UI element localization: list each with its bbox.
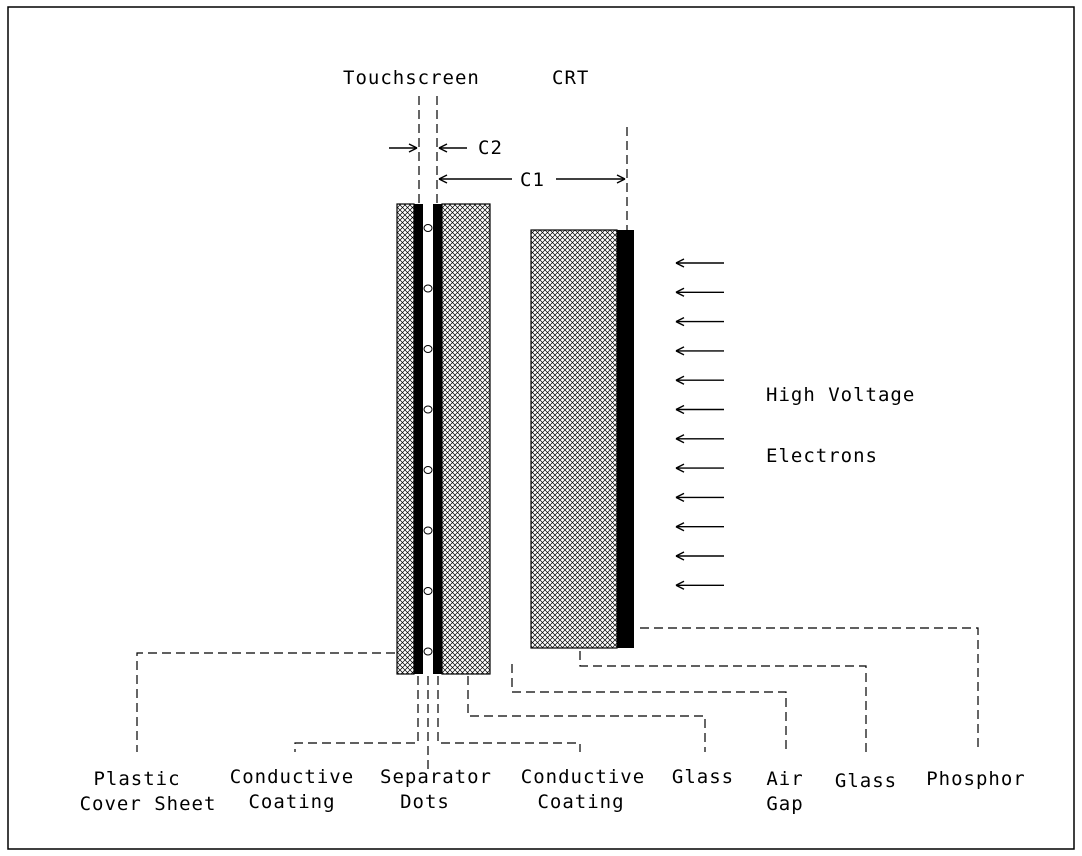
plastic-cover-sheet <box>396 203 415 675</box>
plastic-cover-sheet-label-line1: Plastic <box>93 768 180 790</box>
conductive-coating-2-label-line2: Coating <box>537 791 624 813</box>
crt-label: CRT <box>552 67 589 89</box>
electron-arrow <box>675 346 724 356</box>
electron-arrow <box>675 551 724 561</box>
separator-dots-label-line2: Dots <box>400 791 450 813</box>
conductive-coating-2-leader <box>437 676 581 752</box>
touchscreen-glass <box>441 203 491 675</box>
air-space-between-coatings <box>423 204 433 674</box>
conductive-coating-1-label-line2: Coating <box>248 791 335 813</box>
plastic-cover-sheet-label-line2: Cover Sheet <box>80 793 217 815</box>
glass-1-label: Glass <box>672 766 734 788</box>
separator-dot <box>423 224 433 232</box>
electron-arrows-group <box>675 258 724 590</box>
conductive-coating-1-label-line1: Conductive <box>230 766 354 788</box>
glass-2-leader <box>579 651 867 752</box>
plastic-cover-leader <box>136 652 395 752</box>
conductive-coating-1-leader <box>294 676 419 752</box>
electron-arrow <box>675 522 724 532</box>
c1-label: C1 <box>520 169 545 191</box>
phosphor-layer <box>617 230 634 648</box>
conductive-coating-outer <box>414 204 423 674</box>
air-gap-leader <box>511 664 787 752</box>
electron-arrow <box>675 375 724 385</box>
electron-arrow <box>675 580 724 590</box>
c1-right-arrowhead <box>616 174 626 184</box>
crt-glass <box>530 229 618 649</box>
c2-right-arrowhead <box>438 143 448 153</box>
separator-dot <box>423 405 433 414</box>
c1-left-arrowhead <box>438 174 448 184</box>
separator-dot <box>423 345 433 353</box>
glass-2-label: Glass <box>835 770 897 792</box>
separator-dot <box>423 587 433 595</box>
separator-dot <box>423 526 433 535</box>
c2-label: C2 <box>478 137 503 159</box>
electron-arrow <box>675 287 724 297</box>
conductive-coating-inner <box>433 204 442 674</box>
touchscreen-label: Touchscreen <box>343 67 480 89</box>
diagram-border <box>7 6 1075 850</box>
air-gap-label-line2: Gap <box>766 793 803 815</box>
air-gap-label-line1: Air <box>766 768 803 790</box>
electrons-label: Electrons <box>766 445 878 467</box>
separator-dots-label-line1: Separator <box>380 766 492 788</box>
electron-arrow <box>675 434 724 444</box>
electron-arrow <box>675 404 724 415</box>
separator-dot <box>423 466 433 474</box>
separator-dots-group <box>423 224 433 656</box>
phosphor-label: Phosphor <box>926 768 1026 790</box>
separator-dot <box>423 284 433 293</box>
c2-left-arrowhead <box>408 143 418 153</box>
glass-1-leader <box>467 676 706 752</box>
electron-arrow <box>675 316 724 327</box>
high-voltage-label: High Voltage <box>766 384 915 406</box>
conductive-coating-2-label-line1: Conductive <box>521 766 645 788</box>
electron-arrow <box>675 463 724 473</box>
electron-arrow <box>675 258 724 268</box>
phosphor-leader <box>640 627 979 752</box>
separator-dot <box>423 647 433 656</box>
electron-arrow <box>675 492 724 503</box>
